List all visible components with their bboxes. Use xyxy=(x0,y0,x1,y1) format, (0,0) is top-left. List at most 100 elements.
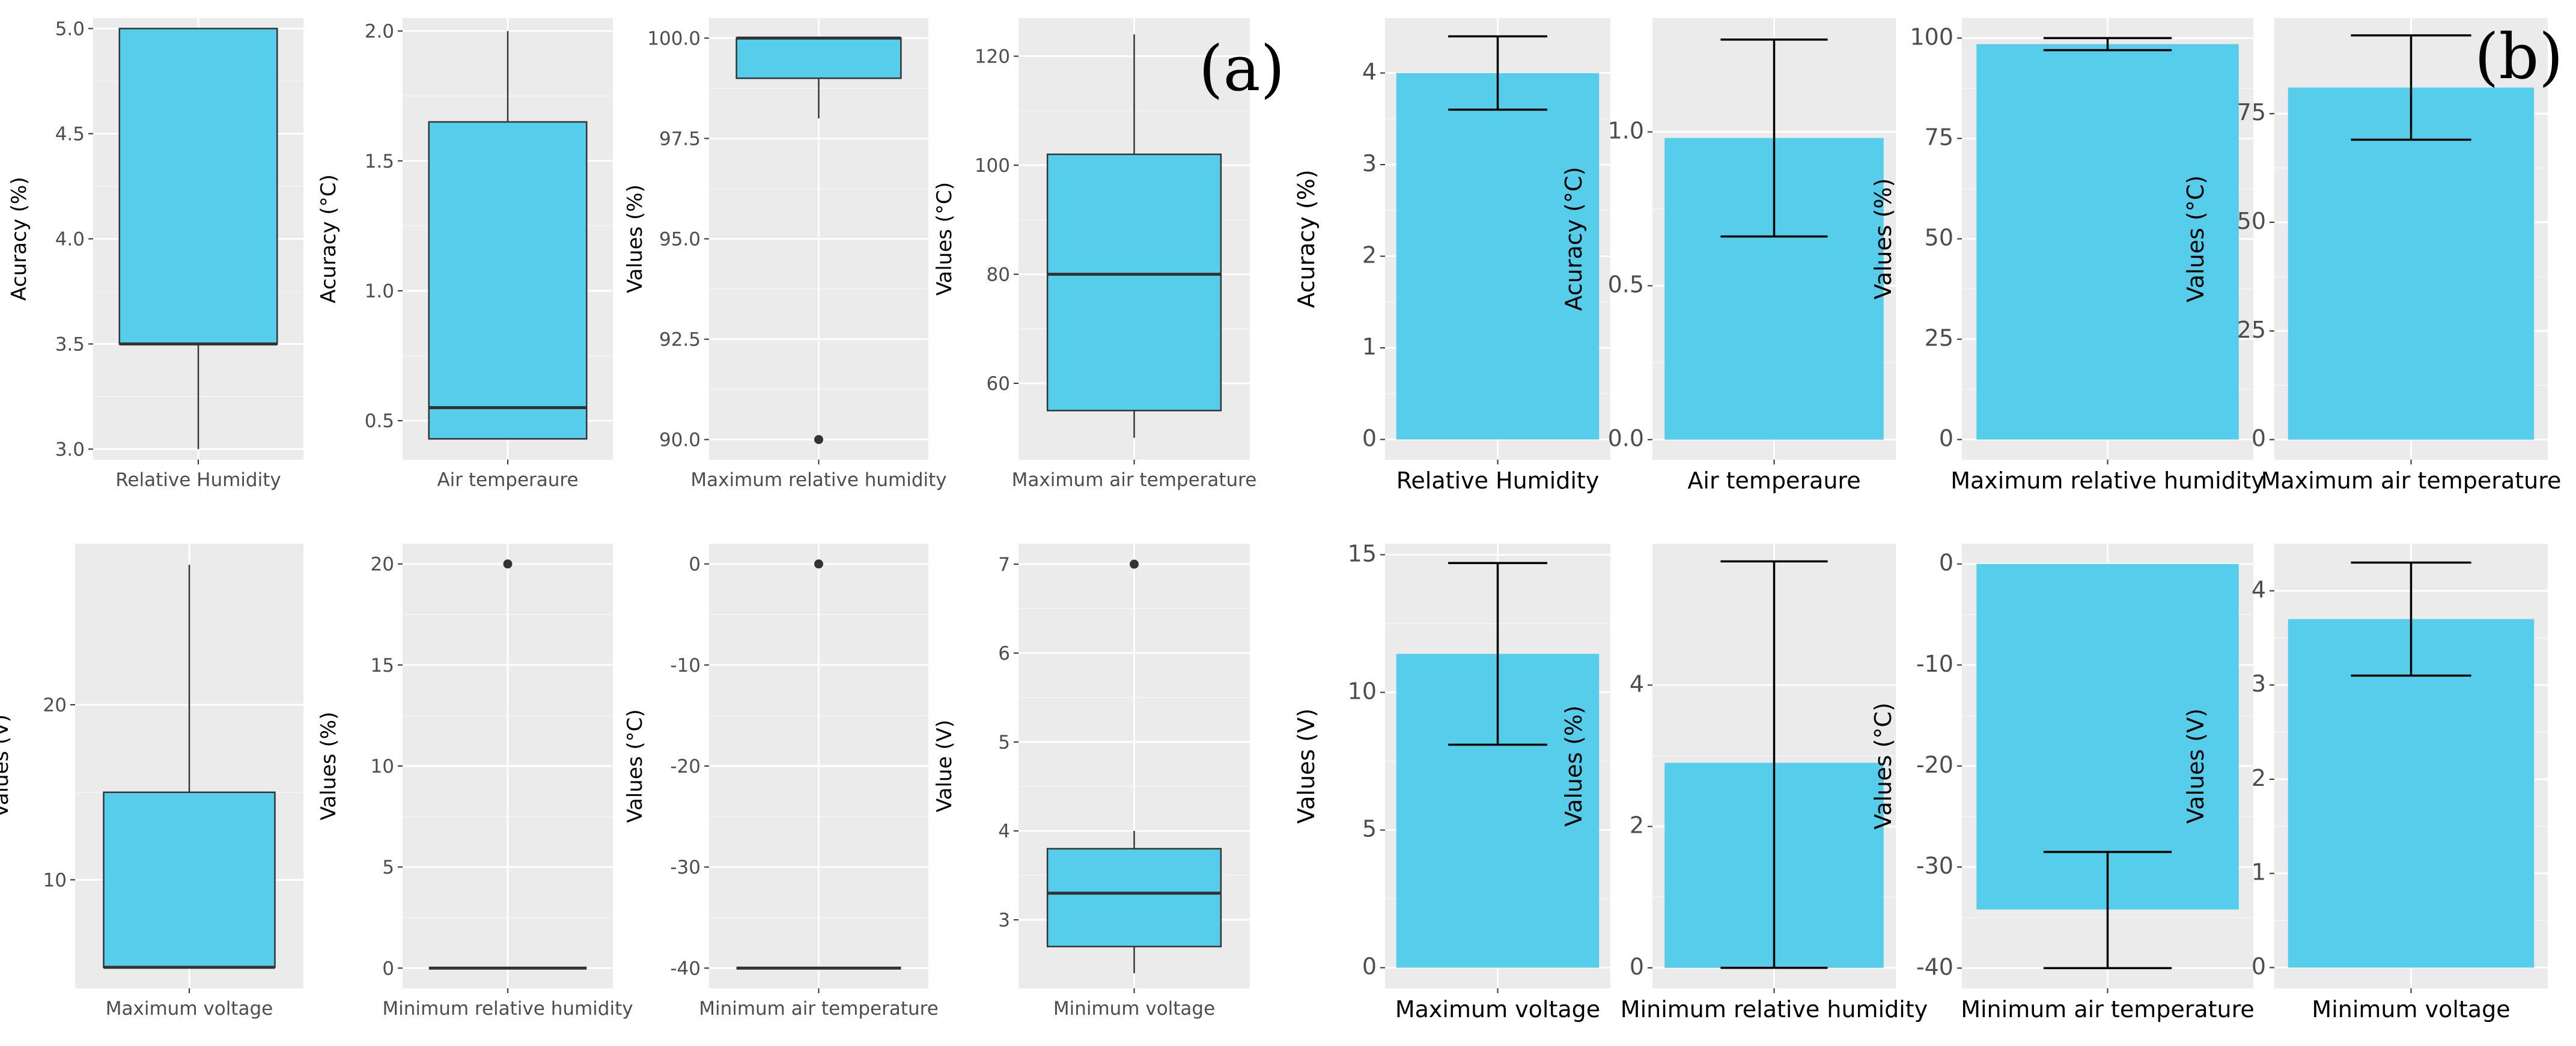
y-tick-label: 10 xyxy=(1348,678,1377,704)
panel-a3: 90.0 92.5 95.0 97.5 100.0 Maximum relative hu… xyxy=(623,18,947,491)
y-axis-label: Values (%) xyxy=(1870,178,1896,300)
y-tick-label: 1 xyxy=(1362,333,1377,360)
y-tick-label: 5 xyxy=(998,732,1010,753)
panel-b3: 0 25 50 75 100 Maximum relative humidity Value… xyxy=(1870,18,2265,494)
y-axis-label: Values (°C) xyxy=(623,709,647,823)
y-tick-label: -30 xyxy=(1916,853,1953,879)
y-tick-label: 4 xyxy=(1630,670,1644,697)
y-tick-label: 10 xyxy=(371,756,394,777)
x-axis-label: Maximum air temperature xyxy=(1012,469,1257,491)
panel-a5: 10 20 Maximum voltage Values (V) xyxy=(0,544,303,1020)
panel-a7: -40 -30 -20 -10 0 Minimum air temperature Valu… xyxy=(623,544,939,1020)
y-tick-label: 5.0 xyxy=(55,19,85,40)
panel-label-b: (b) xyxy=(2474,20,2563,93)
y-tick-label: -10 xyxy=(670,655,701,677)
x-axis-label: Air temperaure xyxy=(1687,467,1860,494)
y-tick-label: 80 xyxy=(987,264,1010,285)
y-tick-label: 60 xyxy=(987,373,1010,395)
y-tick-label: 2 xyxy=(2252,765,2266,791)
panel-a8: 3 4 5 6 7 Minimum voltage Value (V) xyxy=(933,544,1250,1020)
y-axis-label: Acuracy (°C) xyxy=(317,174,341,303)
y-tick-label: -30 xyxy=(670,857,701,878)
box xyxy=(1046,848,1222,947)
x-axis-label: Minimum voltage xyxy=(2312,996,2510,1023)
panel-b2: 0.0 0.5 1.0 Air temperaure Acuracy (°C) xyxy=(1561,18,1896,494)
x-axis-label: Maximum voltage xyxy=(106,998,273,1020)
panel-b8: 0 1 2 3 4 Minimum voltage Values (V) xyxy=(2182,544,2548,1023)
y-tick-label: 1.0 xyxy=(365,281,394,302)
x-axis-label: Minimum relative humidity xyxy=(1621,996,1928,1023)
y-axis-label: Values (V) xyxy=(0,714,13,818)
panel-b7: -40 -30 -20 -10 0 Minimum air temperature Valu… xyxy=(1870,544,2255,1023)
box xyxy=(735,37,902,79)
y-tick-label: 0 xyxy=(1362,425,1377,451)
y-tick-label: 0.5 xyxy=(365,410,394,432)
y-tick-label: 100.0 xyxy=(647,28,701,49)
y-tick-label: 100 xyxy=(1910,23,1953,50)
x-axis-label: Minimum voltage xyxy=(1053,998,1215,1020)
y-axis-label: Values (°C) xyxy=(2182,175,2209,302)
panel-b5: 0 5 10 15 Maximum voltage Values (V) xyxy=(1293,540,1610,1023)
panel-a4: 60 80 100 120 Maximum air temperature Values … xyxy=(933,18,1256,491)
y-tick-label: 1 xyxy=(2252,859,2266,886)
y-tick-label: 7 xyxy=(998,554,1010,576)
y-tick-label: 15 xyxy=(371,655,394,677)
y-axis-label: Values (°C) xyxy=(1870,702,1896,829)
y-tick-label: -20 xyxy=(670,756,701,777)
x-axis-label: Maximum relative humidity xyxy=(690,469,946,491)
y-tick-label: 2 xyxy=(1630,812,1644,839)
x-axis-label: Minimum relative humidity xyxy=(382,998,633,1020)
y-tick-label: 0 xyxy=(1630,953,1644,980)
x-axis-label: Maximum voltage xyxy=(1395,996,1600,1023)
y-tick-label: 25 xyxy=(1925,325,1953,351)
x-axis-label: Maximum air temperature xyxy=(2261,467,2562,494)
panel-label-a: (a) xyxy=(1199,32,1285,105)
y-tick-label: 10 xyxy=(43,869,67,891)
y-tick-label: 0 xyxy=(1939,550,1953,576)
y-tick-label: 0 xyxy=(382,958,394,979)
y-tick-label: 2 xyxy=(1362,242,1377,268)
y-tick-label: 50 xyxy=(1925,225,1953,251)
y-tick-label: 1.0 xyxy=(1608,118,1644,144)
y-axis-label: Values (V) xyxy=(1293,708,1320,824)
panel-a6: 0 5 10 15 20 Minimum relative humidity Values … xyxy=(317,544,633,1020)
box xyxy=(428,121,588,440)
y-tick-label: 2.0 xyxy=(365,21,394,43)
y-tick-label: 25 xyxy=(2237,317,2266,343)
panel-a2: 0.5 1.0 1.5 2.0 Air temperaure Acuracy (°C) xyxy=(317,18,613,491)
y-tick-label: 20 xyxy=(371,554,394,576)
y-tick-label: 3.5 xyxy=(55,334,85,356)
chart-panels: 3.0 3.5 4.0 4.5 5.0 Relative Humidity Acuracy … xyxy=(0,18,2561,1023)
y-axis-label: Values (%) xyxy=(623,184,647,293)
outlier-point xyxy=(814,559,823,569)
y-axis-label: Values (V) xyxy=(2182,708,2209,824)
y-tick-label: 4 xyxy=(1362,58,1377,85)
y-tick-label: 3 xyxy=(998,910,1010,931)
y-tick-label: 90.0 xyxy=(659,430,701,451)
y-tick-label: 20 xyxy=(43,695,67,716)
y-tick-label: 0 xyxy=(1939,425,1953,452)
x-axis-label: Minimum air temperature xyxy=(1961,996,2255,1023)
bar xyxy=(1976,44,2239,440)
y-tick-label: 0.0 xyxy=(1608,425,1644,452)
box xyxy=(1046,153,1222,412)
y-tick-label: 6 xyxy=(998,643,1010,664)
y-tick-label: -40 xyxy=(1916,953,1953,980)
box xyxy=(103,791,276,968)
box xyxy=(118,28,278,345)
x-axis-label: Relative Humidity xyxy=(115,469,281,491)
y-tick-label: 120 xyxy=(975,46,1010,68)
y-axis-label: Acuracy (°C) xyxy=(1561,167,1587,311)
outlier-point xyxy=(1130,559,1139,569)
y-tick-label: 75 xyxy=(2237,99,2266,126)
y-tick-label: 100 xyxy=(975,155,1010,177)
x-axis-label: Air temperaure xyxy=(437,469,578,491)
bar xyxy=(1396,73,1600,440)
y-axis-label: Acuracy (%) xyxy=(1293,169,1320,308)
y-tick-label: 4 xyxy=(998,821,1010,842)
panel-a1: 3.0 3.5 4.0 4.5 5.0 Relative Humidity Acuracy … xyxy=(7,18,303,491)
y-tick-label: 3 xyxy=(1362,150,1377,177)
x-axis-label: Minimum air temperature xyxy=(699,998,939,1020)
y-tick-label: 95.0 xyxy=(659,229,701,251)
